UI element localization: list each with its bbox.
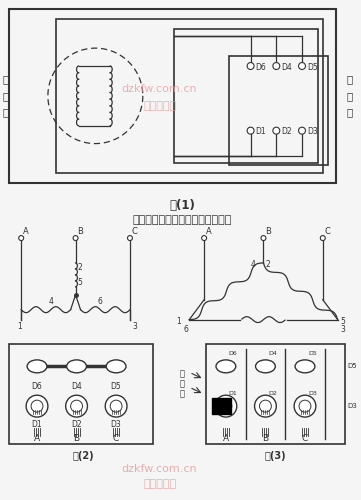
Text: 板: 板	[180, 390, 185, 398]
Text: 6: 6	[98, 296, 103, 306]
Text: D6: D6	[256, 62, 266, 72]
Text: B: B	[262, 434, 269, 444]
Text: 接: 接	[180, 370, 185, 379]
Text: 图(1): 图(1)	[169, 198, 195, 212]
Circle shape	[73, 236, 78, 240]
Circle shape	[299, 400, 311, 412]
Text: C: C	[325, 227, 331, 236]
Text: 2: 2	[78, 264, 82, 272]
Circle shape	[247, 62, 254, 70]
Circle shape	[220, 400, 232, 412]
Circle shape	[273, 127, 280, 134]
Circle shape	[105, 395, 127, 417]
Circle shape	[66, 395, 87, 417]
Text: 图(3): 图(3)	[265, 451, 286, 461]
Text: 3: 3	[340, 324, 345, 334]
Ellipse shape	[27, 360, 47, 373]
Circle shape	[202, 236, 206, 240]
Circle shape	[299, 127, 305, 134]
Text: 接
线
板: 接 线 板	[346, 74, 353, 118]
Text: B: B	[265, 227, 271, 236]
Text: D5: D5	[348, 364, 357, 370]
Text: C: C	[113, 434, 119, 444]
Text: 3: 3	[132, 322, 137, 330]
Text: D5: D5	[307, 62, 318, 72]
Text: 5: 5	[340, 317, 345, 326]
Text: 5: 5	[78, 278, 82, 287]
Text: 6: 6	[184, 324, 189, 334]
Text: 图(2): 图(2)	[73, 451, 94, 461]
Ellipse shape	[106, 360, 126, 373]
Text: D3: D3	[111, 420, 122, 429]
Circle shape	[261, 236, 266, 240]
Text: 4: 4	[251, 260, 256, 270]
Circle shape	[294, 395, 316, 417]
Text: A: A	[206, 227, 212, 236]
Text: 2: 2	[265, 260, 270, 270]
Text: D5: D5	[308, 352, 317, 356]
Text: D1: D1	[256, 127, 266, 136]
Text: D3: D3	[348, 403, 357, 409]
Text: D3: D3	[308, 391, 317, 396]
Circle shape	[273, 62, 280, 70]
Text: D2: D2	[281, 127, 292, 136]
Bar	[206, 344, 344, 444]
Text: A: A	[23, 227, 29, 236]
Circle shape	[19, 236, 24, 240]
Circle shape	[127, 236, 132, 240]
Circle shape	[110, 400, 122, 412]
Text: D4: D4	[71, 382, 82, 392]
Circle shape	[71, 400, 83, 412]
Text: 电子开发网: 电子开发网	[143, 101, 176, 111]
Circle shape	[31, 400, 43, 412]
Text: dzkfw.com.cn: dzkfw.com.cn	[122, 84, 197, 94]
Text: D4: D4	[268, 352, 277, 356]
Text: A: A	[223, 434, 229, 444]
Text: 1: 1	[17, 322, 22, 330]
Circle shape	[299, 62, 305, 70]
Text: 三相异步电动机接线图及接线方式: 三相异步电动机接线图及接线方式	[133, 215, 232, 225]
Polygon shape	[212, 398, 231, 414]
Text: D1: D1	[229, 391, 238, 396]
Ellipse shape	[216, 360, 236, 373]
Text: D3: D3	[307, 127, 318, 136]
Text: A: A	[34, 434, 40, 444]
Text: B: B	[78, 227, 83, 236]
Bar	[9, 10, 336, 184]
Circle shape	[26, 395, 48, 417]
Text: C: C	[132, 227, 138, 236]
Text: D1: D1	[32, 420, 42, 429]
Text: D6: D6	[32, 382, 42, 392]
Text: B: B	[74, 434, 80, 444]
Text: D2: D2	[71, 420, 82, 429]
Circle shape	[247, 127, 254, 134]
Text: D2: D2	[268, 391, 277, 396]
Circle shape	[255, 395, 276, 417]
Circle shape	[320, 236, 325, 240]
Text: C: C	[302, 434, 308, 444]
Circle shape	[260, 400, 271, 412]
Circle shape	[215, 395, 237, 417]
Ellipse shape	[67, 360, 86, 373]
Ellipse shape	[256, 360, 275, 373]
Text: 电
动
机: 电 动 机	[2, 74, 9, 118]
Bar	[174, 29, 318, 164]
Text: D6: D6	[229, 352, 238, 356]
Bar	[9, 344, 153, 444]
Text: 1: 1	[177, 317, 181, 326]
Bar	[229, 56, 328, 166]
Text: 4: 4	[48, 296, 53, 306]
Text: 线: 线	[180, 380, 185, 389]
Bar	[56, 20, 323, 174]
Ellipse shape	[295, 360, 315, 373]
Text: dzkfw.com.cn: dzkfw.com.cn	[122, 464, 197, 474]
Text: D4: D4	[281, 62, 292, 72]
Text: 电子开发网: 电子开发网	[143, 478, 176, 488]
Text: D5: D5	[111, 382, 122, 392]
